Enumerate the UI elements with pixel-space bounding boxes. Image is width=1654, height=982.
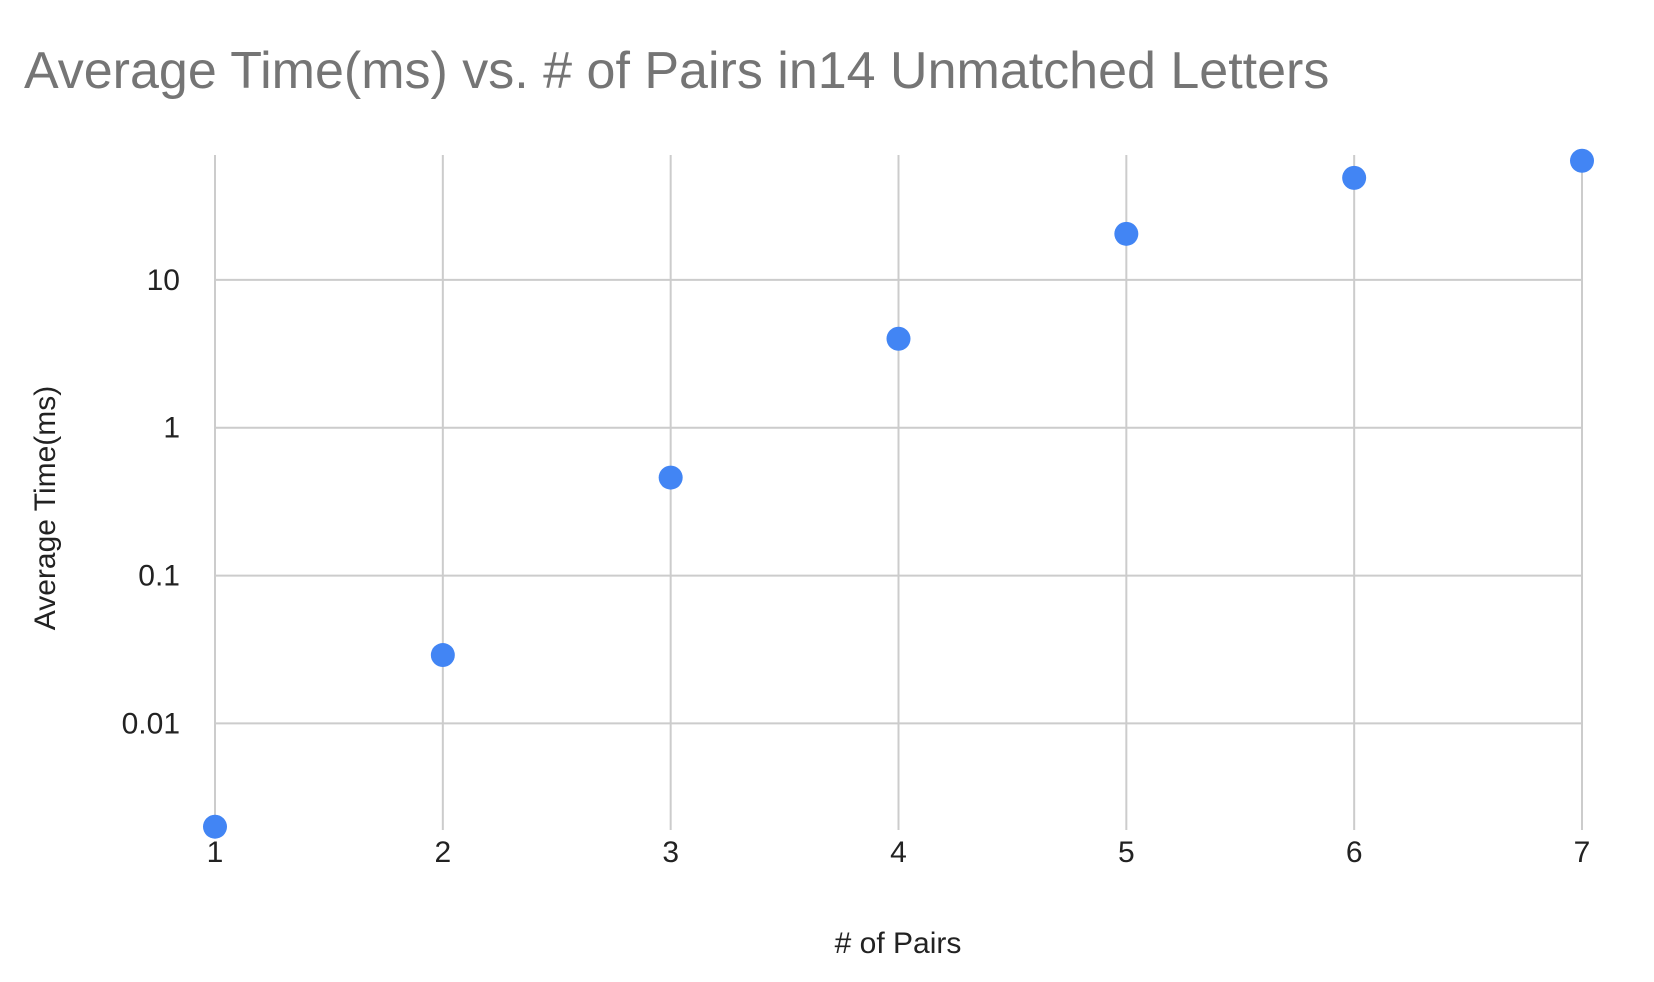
data-point[interactable] <box>1114 221 1139 246</box>
x-tick-label: 3 <box>662 836 679 869</box>
x-axis-tick-labels: 1 2 3 4 5 6 7 <box>207 836 1591 869</box>
x-tick-label: 4 <box>890 836 907 869</box>
y-axis-title: Average Time(ms) <box>29 386 62 631</box>
chart-title: Average Time(ms) vs. # of Pairs in14 Unm… <box>24 42 1329 100</box>
data-point[interactable] <box>658 465 683 490</box>
data-point[interactable] <box>430 643 455 668</box>
y-tick-label: 10 <box>147 264 180 297</box>
data-point[interactable] <box>886 326 911 351</box>
vertical-gridlines <box>214 155 1583 830</box>
x-tick-label: 6 <box>1346 836 1363 869</box>
x-tick-label: 1 <box>207 836 224 869</box>
y-tick-label: 0.1 <box>138 560 180 593</box>
x-tick-label: 5 <box>1118 836 1135 869</box>
y-axis-tick-labels: 0.01 0.1 1 10 <box>122 264 180 740</box>
data-point[interactable] <box>203 814 227 839</box>
horizontal-gridlines <box>215 278 1582 725</box>
x-tick-label: 2 <box>434 836 451 869</box>
data-point[interactable] <box>1570 148 1594 173</box>
data-point[interactable] <box>1342 165 1367 190</box>
y-tick-label: 0.01 <box>122 707 180 740</box>
data-points <box>203 148 1594 839</box>
x-tick-label: 7 <box>1574 836 1591 869</box>
y-tick-label: 1 <box>163 412 180 445</box>
x-axis-title: # of Pairs <box>835 927 962 960</box>
